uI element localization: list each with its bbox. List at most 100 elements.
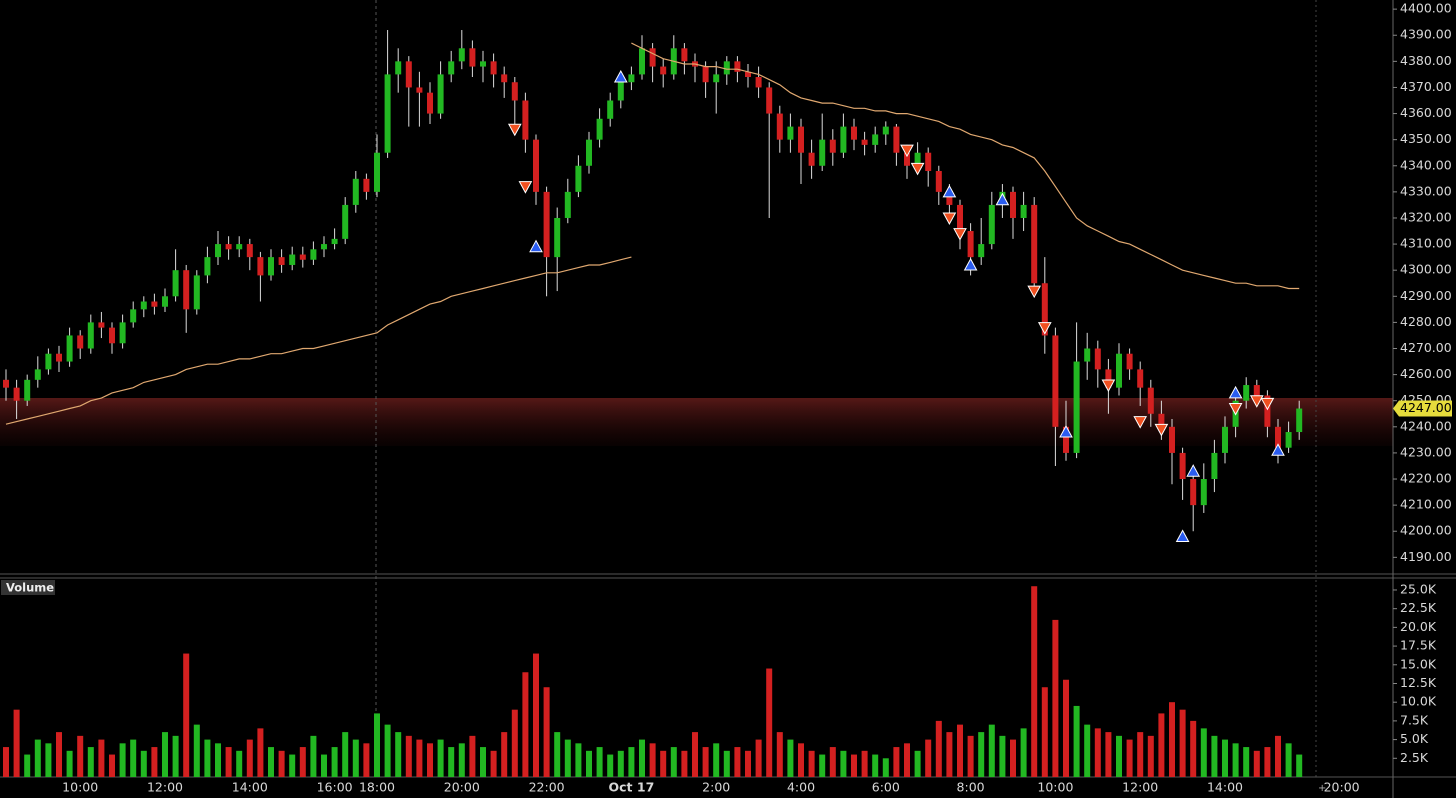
volume-bar [798,743,804,777]
candle-body [98,322,105,328]
candle-body [384,74,391,153]
volume-bar [1041,687,1048,777]
volume-bar [776,732,783,777]
volume-bar [1126,739,1133,777]
candle-body [3,379,9,388]
volume-bar [374,713,380,777]
y-tick-label: 7.5K [1400,712,1429,727]
candle-body [140,301,147,310]
candle-body [480,61,486,67]
candle-body [501,74,508,83]
candle-body [13,387,20,401]
volume-bar [713,743,720,777]
volume-bar [829,747,836,777]
y-tick-label: 12.5K [1400,675,1437,690]
volume-bar [819,754,826,777]
volume-bar [755,739,762,777]
candle-body [405,61,412,88]
candle-body [278,257,285,265]
volume-bar [702,747,709,777]
volume-bar [511,709,518,777]
candle-body [1094,348,1101,370]
candle-body [607,100,614,119]
candle-body [957,204,963,232]
volume-bar [988,724,995,777]
volume-bar [183,653,190,777]
candle-body [225,244,232,250]
volume-bar [45,743,52,777]
volume-bar [490,750,497,777]
volume-bar [257,728,264,777]
candle-body [469,48,476,67]
candle-body [363,178,370,192]
x-tick-label: 8:00 [957,780,985,795]
volume-bar [882,758,889,777]
candle-body [109,327,115,344]
volume-bar [1063,679,1069,777]
volume-bar [278,750,285,777]
moving-average [631,42,1300,290]
volume-bar [395,732,402,777]
y-tick-label: 4300.00 [1400,262,1452,277]
y-tick-label: 4330.00 [1400,183,1452,198]
last-price-label: 4247.00 [1400,400,1452,415]
volume-bar [1179,709,1186,777]
candle-body [172,270,179,297]
volume-bar [1190,720,1197,777]
y-tick-label: 17.5K [1400,638,1437,653]
y-tick-label: 4360.00 [1400,105,1452,120]
volume-bar [225,747,232,777]
candle-body [374,152,380,192]
volume-bar [1243,747,1250,777]
sell-marker [900,144,914,158]
volume-bar [1232,743,1239,777]
volume-bar [448,747,455,777]
candle-body [1253,385,1260,396]
volume-bar [1020,728,1027,777]
volume-bar [204,739,211,777]
volume-bar [1169,702,1175,777]
candle-body [193,275,200,310]
volume-bar [130,739,137,777]
candle-body [639,48,645,75]
candle-body [427,92,433,114]
candle-body [1243,385,1250,401]
candle-body [416,87,423,93]
volume-bar [935,720,942,777]
candle-body [24,379,31,401]
buy-marker [1059,424,1073,438]
buy-marker [1186,464,1201,477]
candle-body [331,238,338,245]
volume-bar [34,739,41,777]
volume-bar [13,709,20,777]
volume-bar [946,732,953,777]
candle-body [628,74,635,83]
volume-bar [352,739,359,777]
volume-bar [957,724,963,777]
volume-bar [617,750,624,777]
candle-body [660,66,667,75]
candle-body [56,353,62,362]
volume-bar [808,750,815,777]
candle-body [819,139,826,166]
volume-bar [331,747,338,777]
volume-bar [1052,619,1059,777]
candle-body [1063,426,1069,453]
x-tick-label: 6:00 [872,780,900,795]
candle-body [1147,387,1154,414]
volume-bar [24,754,31,777]
volume-bar [543,687,550,777]
candle-body [713,74,720,83]
volume-bar [851,754,857,777]
candle-body [1020,204,1027,218]
buy-marker [995,192,1010,206]
volume-bar [649,743,656,777]
candle-body [1179,452,1186,480]
candle-body [66,335,73,362]
sell-marker [1027,285,1042,299]
volume-bar [1073,705,1080,777]
volume-bar [1296,754,1303,777]
sell-marker [1037,322,1052,335]
volume-bar [914,750,921,777]
candle-body [798,126,804,153]
